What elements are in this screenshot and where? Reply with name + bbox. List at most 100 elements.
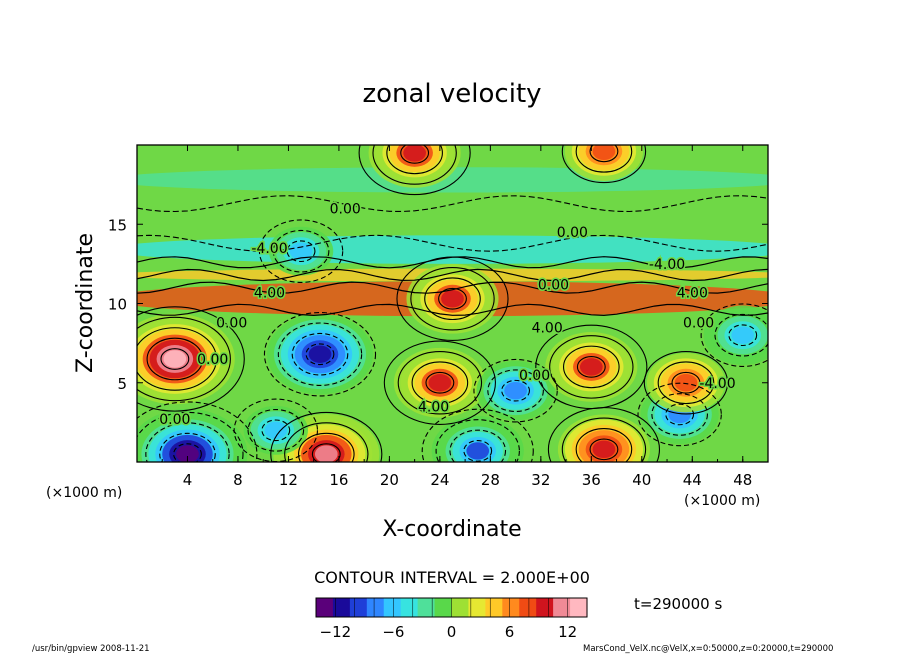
x-unit-right: (×1000 m)	[684, 493, 760, 509]
contour-label: 0.00	[330, 201, 361, 217]
contour-negative	[291, 332, 349, 376]
eddy-level	[428, 374, 452, 392]
eddy-level	[163, 350, 187, 368]
colorbar-tick-label: 12	[558, 623, 577, 641]
contour-positive	[576, 356, 606, 378]
colorbar-swatch	[349, 598, 368, 617]
x-tick-label: 40	[632, 471, 651, 489]
contour-positive	[575, 428, 633, 462]
x-tick-label: 20	[380, 471, 399, 489]
contour-label: 4.00	[418, 400, 449, 416]
contour-positive	[671, 371, 701, 394]
contour-label: -4.00	[251, 241, 287, 257]
time-label: t=290000 s	[634, 595, 722, 613]
y-tick-label: 15	[108, 216, 127, 234]
contour-negative	[145, 422, 230, 462]
eddy	[703, 305, 768, 365]
contour-positive	[575, 145, 633, 173]
colorbar	[315, 598, 588, 617]
eddy	[431, 416, 524, 462]
contour-positive	[297, 432, 355, 462]
contour-positive	[137, 316, 231, 402]
contour-positive	[400, 145, 430, 164]
contour-negative	[501, 379, 531, 402]
contour-interval-text: CONTOUR INTERVAL = 2.000E+00	[314, 568, 590, 587]
eddy-level	[592, 440, 616, 459]
contour-negative	[258, 219, 344, 283]
contour-positive	[386, 145, 443, 175]
contour-negative	[305, 343, 335, 366]
contour-label-group: 0.00 0.00 -4.00 -4.00 0.00 4.00 4.00 0.00 4.00 0.…	[158, 200, 737, 430]
contour-negative	[137, 411, 244, 462]
contour-label: 4.00	[254, 285, 285, 301]
x-axis-ticks: 4 8 12 16 20 24 28 32 36 40 44 48	[136, 145, 769, 489]
colorbar-swatch	[553, 598, 571, 617]
contour-positive	[561, 145, 647, 184]
colorbar-swatch	[434, 598, 453, 617]
eddy-level	[731, 326, 755, 344]
contour-negative	[137, 401, 258, 462]
contour-label: 0.00	[197, 352, 228, 368]
contour-negative	[714, 313, 768, 357]
colorbar-tick-label: −12	[320, 623, 352, 641]
contour-shear-layer	[137, 281, 768, 294]
contour-negative	[463, 440, 493, 462]
colorbar-swatch	[485, 598, 503, 617]
x-tick-label: 24	[430, 471, 449, 489]
y-tick-label: 5	[117, 375, 127, 393]
contour-negative	[700, 303, 768, 367]
contour-negative	[421, 408, 534, 462]
contour-negative-band	[137, 234, 768, 252]
eddy	[137, 313, 235, 405]
contour-label: -4.00	[649, 257, 685, 273]
eddy	[266, 314, 373, 395]
contour-positive	[311, 443, 341, 462]
colorbar-swatch	[570, 598, 588, 617]
contour-positive	[410, 266, 495, 331]
contour-positive	[563, 345, 620, 389]
contour-positive	[589, 438, 619, 461]
contour-positive	[589, 145, 619, 163]
eddy-level	[674, 374, 698, 392]
contour-negative	[728, 324, 758, 347]
x-tick-label: 8	[233, 471, 243, 489]
contour-negative	[487, 369, 544, 412]
footer-right-text: MarsCond_VelX.nc@VelX,x=0:50000,z=0:2000…	[583, 644, 833, 654]
colorbar-ticks: −12 −6 0 6 12	[320, 623, 578, 641]
field-band	[137, 235, 768, 264]
contour-shear-layer	[137, 303, 768, 317]
x-tick-label: 32	[531, 471, 550, 489]
eddy	[545, 332, 638, 402]
eddy-level	[308, 345, 332, 363]
colorbar-swatch	[502, 598, 520, 617]
eddy-level	[314, 445, 338, 462]
colorbar-swatch	[383, 598, 402, 617]
x-tick-label: 12	[279, 471, 298, 489]
eddy-level	[289, 242, 313, 260]
contour-positive	[561, 417, 647, 462]
contour-positive	[284, 422, 369, 462]
x-tick-label: 36	[582, 471, 601, 489]
contour-positive	[643, 350, 729, 415]
y-tick-label: 10	[108, 296, 127, 314]
colorbar-swatch	[451, 598, 470, 617]
contour-positive	[549, 335, 634, 399]
contour-negative	[286, 240, 316, 263]
contour-positive	[411, 361, 469, 405]
colorbar-tick-label: 6	[505, 623, 515, 641]
contour-negative	[261, 419, 291, 442]
y-axis-label: Z-coordinate	[73, 233, 98, 373]
x-tick-label: 4	[183, 471, 193, 489]
contour-shear-layer	[137, 256, 768, 269]
contour-negative	[247, 408, 305, 452]
eddy-level	[176, 445, 199, 462]
contour-positive	[657, 361, 715, 405]
contour-positive	[358, 145, 471, 196]
colorbar-swatch	[316, 598, 334, 617]
contour-lines	[137, 145, 768, 462]
x-tick-label: 48	[733, 471, 752, 489]
contour-negative	[159, 432, 216, 462]
eddy	[368, 145, 461, 188]
x-tick-label: 44	[683, 471, 702, 489]
contour-positive	[547, 407, 661, 462]
